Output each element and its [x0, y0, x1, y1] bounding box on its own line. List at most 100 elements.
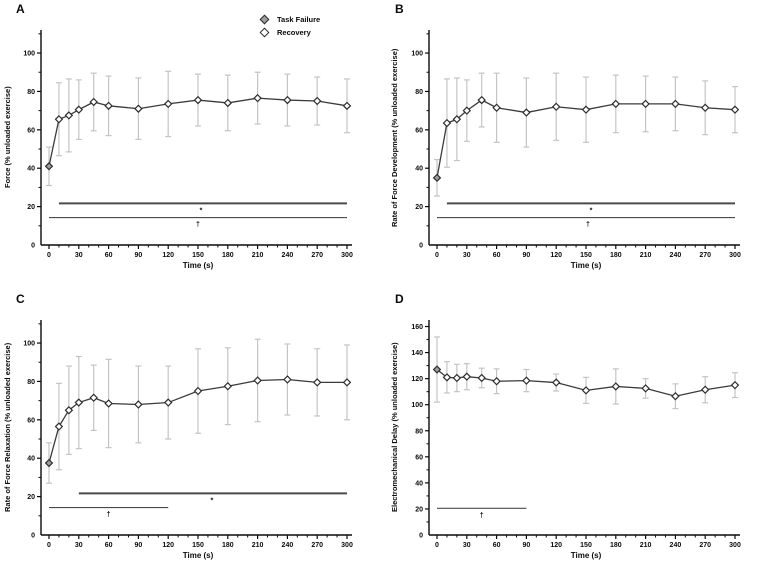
recovery-data-point: [193, 95, 203, 105]
recovery-data-point: [283, 375, 292, 384]
x-tick-label: 30: [75, 542, 83, 549]
panel-d: D 0 30 60 90 120 150 180 210 240 270 300 0 20 40 60 80 1…: [379, 290, 758, 580]
task-failure-data-point: [44, 458, 54, 468]
x-tick-label: 30: [463, 542, 471, 549]
y-tick-label: 40: [415, 166, 423, 173]
recovery-data-point: [611, 99, 621, 109]
y-tick-label: 80: [27, 379, 35, 386]
y-tick-label: 100: [411, 402, 423, 409]
x-tick-label: 120: [162, 252, 174, 259]
x-tick-label: 270: [311, 252, 323, 259]
x-tick-label: 300: [341, 542, 353, 549]
panel-a-plot: 0 30 60 90 120 150 180 210 240 270 300 0 20 40 60 80 100…: [23, 30, 353, 259]
x-tick-label: 150: [580, 252, 592, 259]
x-tick-label: 180: [610, 252, 622, 259]
significance-symbol: *: [200, 207, 203, 214]
recovery-data-point: [253, 93, 262, 103]
y-tick-label: 40: [415, 480, 423, 487]
recovery-data-point: [551, 102, 561, 112]
legend: Task Failure Recovery: [259, 14, 321, 38]
panel-c-y-axis-title: Rate of Force Relaxation (% unloaded exe…: [3, 342, 12, 513]
y-tick-label: 40: [27, 456, 35, 463]
recovery-data-point: [700, 385, 710, 394]
recovery-data-point: [671, 391, 680, 401]
recovery-data-point: [452, 115, 462, 124]
recovery-data-point: [104, 399, 113, 408]
recovery-data-point: [581, 386, 591, 395]
y-tick-label: 140: [411, 350, 423, 357]
panel-b-x-axis-title: Time (s): [570, 261, 602, 270]
x-tick-label: 0: [47, 252, 51, 259]
significance-symbol: †: [480, 512, 484, 519]
x-tick-label: 240: [282, 252, 294, 259]
recovery-data-point: [64, 405, 74, 415]
y-tick-label: 80: [415, 89, 423, 96]
recovery-data-point: [462, 372, 472, 381]
recovery-data-point: [342, 101, 352, 111]
recovery-data-point: [134, 400, 143, 409]
recovery-data-point: [134, 104, 143, 113]
recovery-data-point: [74, 105, 84, 114]
recovery-data-point: [492, 376, 501, 386]
x-tick-label: 300: [729, 252, 741, 259]
panel-b: B 0 30 60 90 120 150 180 210 240 270 300 0 20 40 60 80 1…: [379, 0, 758, 290]
y-tick-label: 20: [415, 204, 423, 211]
recovery-data-point: [462, 106, 472, 115]
panel-d-label: D: [395, 292, 404, 306]
recovery-data-point: [671, 99, 680, 109]
recovery-data-point: [477, 373, 486, 383]
recovery-data-point: [641, 384, 650, 393]
y-tick-label: 0: [419, 243, 423, 250]
x-tick-label: 90: [523, 542, 531, 549]
panel-d-plot: 0 30 60 90 120 150 180 210 240 270 300 0 20 40 60 80 100…: [411, 320, 741, 549]
panel-d-x-axis-title: Time (s): [570, 551, 602, 560]
x-tick-label: 150: [580, 542, 592, 549]
y-tick-label: 0: [31, 243, 35, 250]
panel-d-y-axis-title: Electromechanical Delay (% unloaded exer…: [390, 342, 399, 513]
panel-a-label: A: [16, 2, 25, 16]
significance-symbol: *: [211, 497, 214, 504]
panel-c: C 0 30 60 90 120 150 180 210 240 270 300 0 20 40 60 80 1…: [0, 290, 379, 580]
task-failure-data-point: [432, 365, 442, 374]
panel-c-plot: 0 30 60 90 120 150 180 210 240 270 300 0 20 40 60 80 100…: [23, 320, 353, 549]
y-tick-label: 40: [27, 166, 35, 173]
x-tick-label: 60: [105, 252, 113, 259]
y-tick-label: 80: [415, 428, 423, 435]
x-tick-label: 0: [435, 542, 439, 549]
panel-c-x-axis-title: Time (s): [182, 551, 214, 560]
x-tick-label: 0: [435, 252, 439, 259]
panel-b-y-axis-title: Rate of Force Development (% unloaded ex…: [390, 48, 399, 227]
x-tick-label: 150: [192, 252, 204, 259]
x-tick-label: 120: [162, 542, 174, 549]
y-tick-label: 60: [27, 417, 35, 424]
x-tick-label: 120: [550, 252, 562, 259]
x-tick-label: 300: [729, 542, 741, 549]
y-tick-label: 100: [23, 341, 35, 348]
x-tick-label: 180: [222, 252, 234, 259]
x-tick-label: 180: [610, 542, 622, 549]
panel-a-y-axis-title: Force (% unloaded exercise): [3, 86, 12, 189]
recovery-data-point: [551, 378, 561, 387]
recovery-data-point: [452, 373, 462, 383]
x-tick-label: 30: [75, 252, 83, 259]
legend-label-task-failure: Task Failure: [277, 15, 321, 24]
recovery-data-point: [89, 97, 98, 107]
significance-symbol: †: [196, 222, 200, 229]
x-tick-label: 240: [670, 542, 682, 549]
x-tick-label: 270: [699, 252, 711, 259]
recovery-data-point: [730, 105, 740, 114]
recovery-data-point: [611, 382, 621, 391]
recovery-data-point: [89, 393, 98, 402]
x-tick-label: 210: [640, 542, 652, 549]
y-tick-label: 160: [411, 324, 423, 331]
x-tick-label: 60: [493, 542, 501, 549]
legend-label-recovery: Recovery: [277, 28, 311, 37]
legend-item-task-failure: Task Failure: [259, 14, 321, 25]
x-tick-label: 240: [670, 252, 682, 259]
significance-symbol: †: [107, 512, 111, 519]
y-tick-label: 60: [415, 454, 423, 461]
task-failure-data-point: [432, 173, 442, 183]
panel-a-x-axis-title: Time (s): [182, 261, 214, 270]
y-tick-label: 100: [23, 51, 35, 58]
y-tick-label: 20: [415, 506, 423, 513]
